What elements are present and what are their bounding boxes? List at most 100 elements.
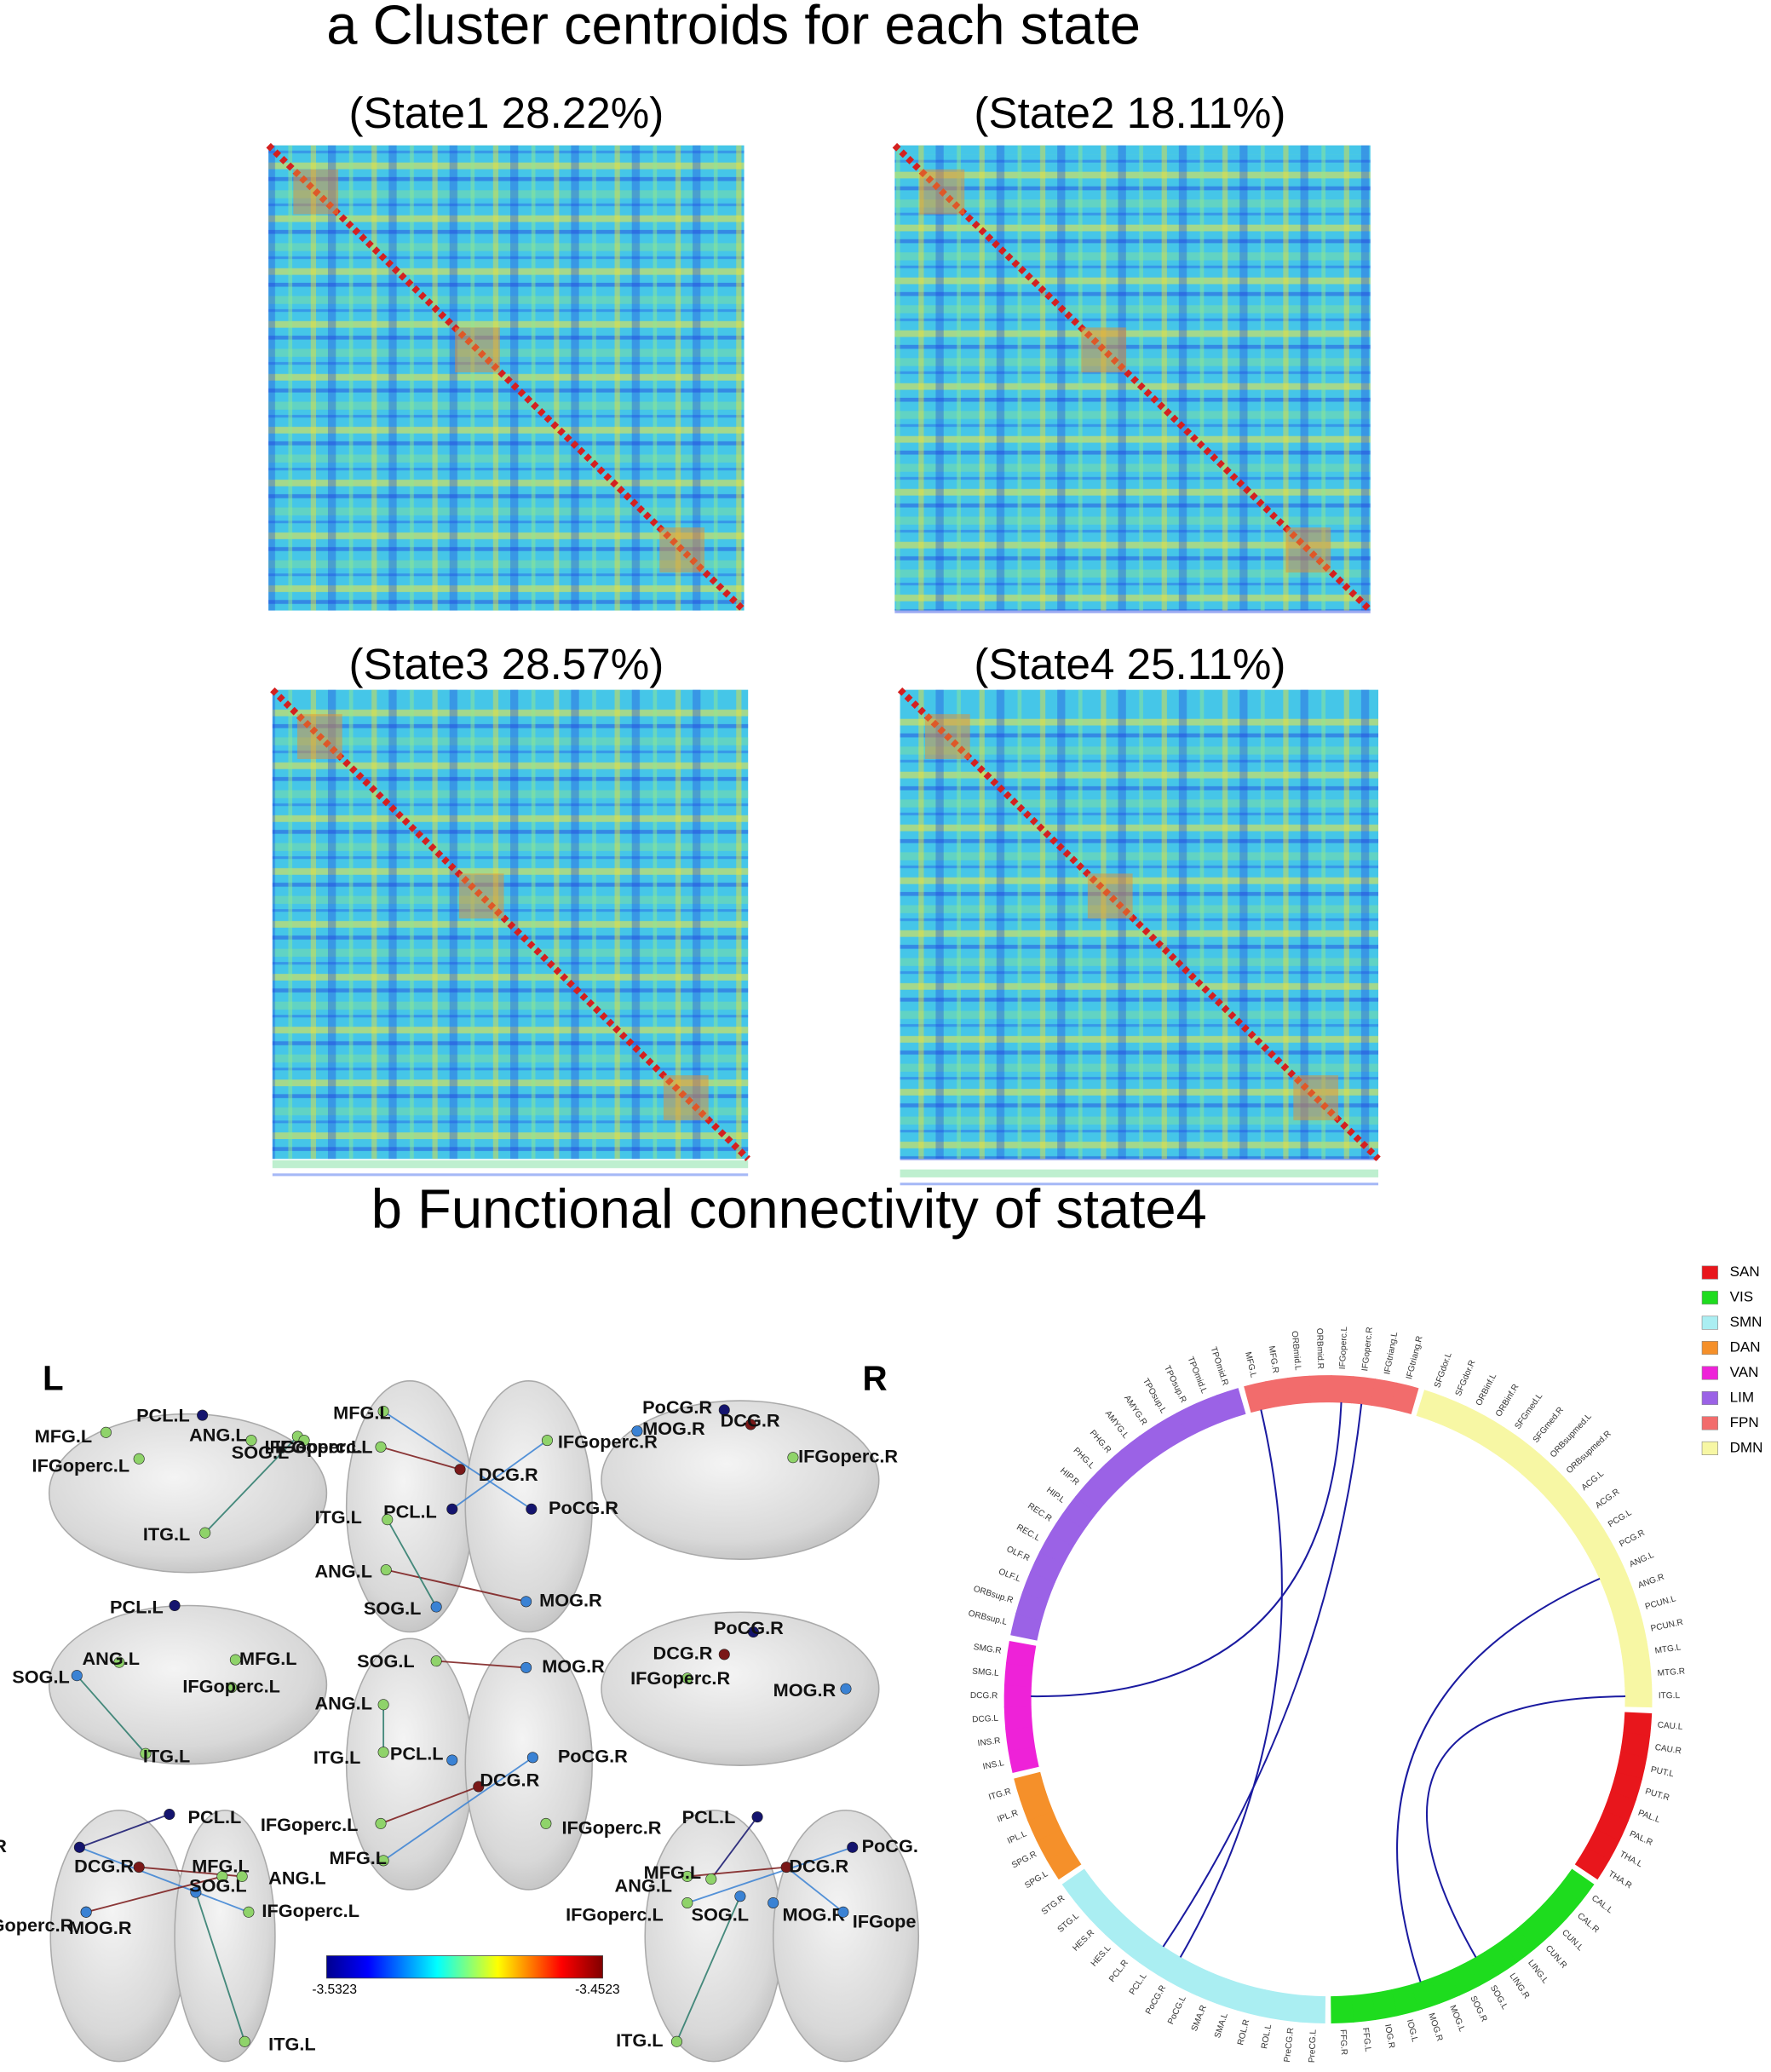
ring-segment [1286,1375,1312,1405]
node-label: PCL.L [682,1806,736,1827]
ring-label: REC.L [1015,1522,1042,1543]
node-label: PCL.L [110,1596,164,1617]
ring-label: PUT.L [1650,1765,1676,1780]
ring-label: SMA.L [1213,2012,1230,2040]
ring-label: MTG.L [1654,1643,1682,1655]
right-label: R [863,1358,888,1397]
ring-segment [1216,1388,1246,1421]
legend-swatch [1701,1416,1718,1430]
ring-label: ORBmid.R [1314,1328,1325,1369]
node [377,1855,389,1867]
state-label: (State3 28.57%) [348,640,664,688]
node-label: PoCG.R [0,1835,7,1856]
heatmap-block [455,327,500,373]
node-label: IFGoperc.R [0,1914,74,1936]
ring-label: ANG.L [1628,1551,1655,1569]
ring-label: PCG.L [1607,1508,1634,1529]
ring-label: SFGdor.R [1454,1359,1478,1398]
heatmap-block [659,527,705,573]
node-label: IFGoperc.L [261,1814,359,1835]
ring-label: SPG.R [1010,1850,1038,1870]
ring-label: CUN.L [1560,1928,1585,1953]
node [718,1649,730,1660]
ring-label: THA.L [1618,1850,1644,1869]
node-label: IFGoperc.L [32,1454,130,1476]
ring-label: ITG.R [987,1787,1012,1802]
ring-label: HIP.R [1058,1466,1081,1488]
state-label: (State4 25.11%) [974,640,1285,688]
ring-segment [1003,1684,1032,1708]
ring-label: SOG.L [1488,1983,1509,2012]
heatmap [892,142,1373,620]
node [226,1682,238,1694]
node [169,1599,181,1612]
node [430,1655,442,1667]
node-label: IFGoperc.L [275,1436,373,1458]
circle-plot: SAN VIS SMN DAN VAN LIM FPN DMN MFG.L MFG.R ORBmid… [967,1263,1762,2063]
ring-segment [1331,1375,1354,1404]
heatmap-block [1285,527,1331,573]
ring-segment [1005,1640,1037,1667]
node [705,1873,717,1885]
brain-surface [601,1611,880,1766]
ring-label: DCG.R [970,1691,998,1701]
node [430,1601,442,1613]
ring-label: CAU.L [1657,1721,1683,1732]
brain-surface [174,1810,276,2063]
heatmap-block [1081,327,1127,373]
ring-segment [1350,1993,1376,2023]
connection [204,1436,298,1534]
brain-surface [464,1637,593,1891]
ring-label: STG.L [1056,1911,1082,1935]
ring-label: ORBsup.L [967,1609,1008,1627]
node-label: IFGoperc.L [262,1900,359,1921]
node [780,1862,792,1873]
legend-swatch [1701,1265,1718,1280]
connection [710,1816,758,1880]
ring-label: IFGtriang.R [1405,1335,1424,1380]
node [245,1435,257,1447]
node [298,1435,310,1447]
node [164,1809,175,1821]
ring-label: ORBinf.R [1494,1383,1521,1419]
node [745,1419,756,1430]
node [847,1841,859,1853]
node-label: MFG.L [644,1862,702,1883]
left-label: L [43,1358,64,1397]
node-label: IFGoperc.L [265,1436,363,1458]
ring-segment [1061,1868,1097,1903]
node [100,1426,112,1438]
node [377,1747,389,1758]
node [473,1781,485,1793]
heatmap-block [296,714,342,759]
node [382,1514,394,1526]
heatmap-block [924,714,970,759]
node [681,1672,693,1684]
node [140,1747,152,1759]
node [520,1596,532,1608]
node [229,1654,241,1666]
ring-label: OLF.R [1005,1545,1032,1563]
legend-swatch [1701,1441,1718,1455]
node-label: DCG.R [479,1464,538,1485]
ring-label: HIP.L [1044,1486,1067,1505]
ring-segment [1623,1662,1653,1687]
colorbar-label: -3.4523 [575,1983,620,1997]
connection [382,1757,533,1862]
node-label: SOG.L [232,1442,290,1463]
node-label: MFG.L [333,1401,391,1423]
node [199,1527,211,1539]
node [239,2035,250,2047]
heatmap-block [663,1075,709,1120]
state-label: (State1 28.22%) [348,89,664,137]
ring-label: FFG.L [1360,2027,1372,2052]
ring-label: CUN.R [1544,1944,1568,1971]
node-label: SOG.L [357,1650,415,1672]
ring-label: ANG.R [1636,1573,1665,1591]
connection [382,1410,532,1511]
connection [380,1446,461,1471]
heatmaps [266,142,1381,1187]
node [380,1564,392,1576]
ring-segment [1003,1662,1033,1687]
